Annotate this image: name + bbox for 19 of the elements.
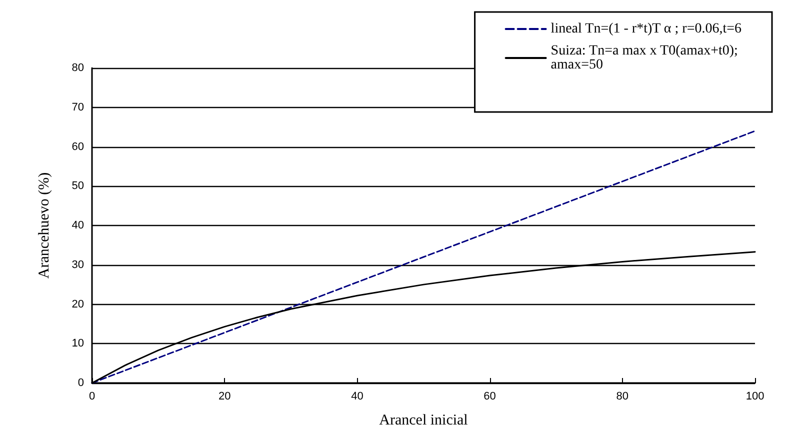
x-tick-label: 60 xyxy=(484,390,496,402)
y-tick-label: 70 xyxy=(72,101,84,114)
y-tick-label: 50 xyxy=(72,180,84,192)
x-tick-label: 20 xyxy=(218,390,231,402)
x-tick-label: 100 xyxy=(746,390,764,402)
x-tick-label: 80 xyxy=(616,390,629,402)
y-tick-label: 30 xyxy=(72,258,84,271)
legend-label: lineal Tn=(1 - r*t)T α ; r=0.06,t=6 xyxy=(550,22,742,36)
y-tick-label: 0 xyxy=(78,377,84,389)
y-axis-title: Arancehuevo (%) xyxy=(36,172,52,279)
x-axis-title: Arancel inicial xyxy=(379,412,468,428)
y-tick-label: 40 xyxy=(72,220,84,232)
y-tick-label: 80 xyxy=(72,62,84,74)
y-tick-label: 10 xyxy=(72,338,84,350)
y-tick-label: 60 xyxy=(72,140,84,153)
x-tick-label: 0 xyxy=(88,390,96,402)
x-tick-label: 40 xyxy=(351,390,364,402)
legend-label: Suiza: Tn=a max x T0(amax+t0); amax=50 xyxy=(550,44,738,72)
y-tick-label: 20 xyxy=(72,298,84,310)
